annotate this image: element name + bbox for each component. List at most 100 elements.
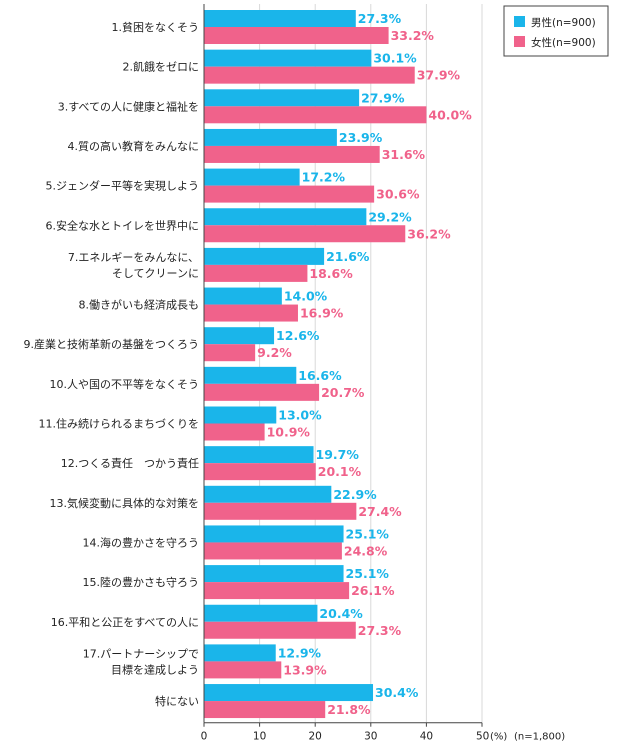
x-tick-label: 20: [309, 731, 322, 743]
x-tick-label: 50: [476, 731, 489, 743]
value-label: 23.9%: [339, 130, 383, 145]
bar-male: [204, 327, 275, 345]
bar-female: [204, 542, 342, 560]
value-label: 26.1%: [351, 583, 395, 598]
bar-female: [204, 264, 308, 282]
category-label: 4.質の高い教育をみんなに: [68, 139, 200, 153]
category-label: 15.陸の豊かさも守ろう: [83, 575, 200, 589]
bar-female: [204, 27, 389, 44]
bar-male: [204, 49, 372, 67]
x-tick-label: 40: [420, 731, 433, 743]
category-label: 11.住み続けられるまちづくりを: [39, 417, 200, 431]
category-label: 3.すべての人に健康と福祉を: [58, 99, 199, 113]
grid: [259, 4, 483, 723]
category-label: 7.エネルギーをみんなに、: [68, 251, 199, 264]
legend-box: [503, 5, 609, 57]
x-tick-label: 10: [253, 731, 266, 743]
value-label: 10.9%: [267, 425, 311, 440]
bar-female: [204, 304, 298, 322]
bar-male: [204, 287, 282, 305]
bar-male: [204, 128, 337, 146]
bar-female: [204, 701, 326, 719]
value-label: 13.0%: [278, 408, 322, 423]
value-label: 21.8%: [327, 702, 371, 717]
bar-female: [204, 185, 375, 203]
value-label: 9.2%: [257, 345, 292, 360]
value-label: 12.9%: [278, 645, 322, 660]
value-label: 36.2%: [407, 226, 451, 241]
category-label: 10.人や国の不平等をなくそう: [50, 377, 200, 391]
value-label: 13.9%: [283, 662, 327, 677]
bar-male: [204, 168, 300, 186]
bar-male: [204, 89, 360, 107]
value-label: 19.7%: [316, 447, 360, 462]
category-label: 目標を達成しよう: [111, 662, 199, 676]
category-label: 9.産業と技術革新の基盤をつくろう: [24, 337, 200, 351]
bar-female: [204, 145, 380, 163]
value-label: 30.4%: [375, 685, 419, 700]
bar-female: [204, 661, 282, 679]
x-unit-label: (%): [490, 732, 507, 743]
value-label: 31.6%: [382, 147, 426, 162]
value-label: 25.1%: [346, 566, 390, 581]
bar-male: [204, 684, 374, 702]
bar-male: [204, 247, 325, 265]
bar-male: [204, 406, 277, 424]
category-label: 13.気候変動に具体的な対策を: [50, 496, 200, 510]
category-label: 2.飢餓をゼロに: [123, 60, 200, 74]
bar-female: [204, 225, 406, 243]
value-label: 16.6%: [298, 368, 342, 383]
bar-male: [204, 644, 276, 662]
bar-male: [204, 485, 332, 503]
category-label: 12.つくる責任 つかう責任: [61, 456, 199, 470]
x-axis: 0 10 20 30 40 50 (%) (n=1,800): [201, 4, 565, 743]
legend-swatch: [514, 36, 525, 47]
bar-male: [204, 604, 318, 622]
category-label: 1.貧困をなくそう: [112, 21, 200, 34]
value-label: 29.2%: [368, 209, 412, 224]
value-label: 27.3%: [358, 11, 402, 26]
bar-female: [204, 582, 350, 600]
category-label: そしてクリーンに: [112, 267, 199, 280]
value-label: 37.9%: [417, 68, 461, 83]
bar-female: [204, 463, 316, 481]
bar-male: [204, 208, 367, 226]
category-label: 8.働きがいも経済成長も: [79, 298, 200, 312]
value-label: 24.8%: [344, 543, 388, 558]
value-label: 25.1%: [346, 526, 390, 541]
value-label: 27.4%: [358, 504, 402, 519]
value-label: 20.7%: [321, 385, 365, 400]
value-label: 20.4%: [319, 606, 363, 621]
bar-male: [204, 10, 356, 27]
legend-label: 女性(n=900): [531, 36, 596, 49]
category-label: 17.パートナーシップで: [83, 647, 199, 660]
value-label: 33.2%: [391, 28, 435, 43]
bar-female: [204, 106, 427, 124]
category-labels: 1.貧困をなくそう 2.飢餓をゼロに 3.すべての人に健康と福祉を 4.質の高い教育を…: [24, 21, 200, 708]
category-label: 6.安全な水とトイレを世界中に: [46, 218, 200, 232]
x-tick-label: 0: [201, 731, 208, 743]
value-label: 27.3%: [358, 623, 402, 638]
legend: 男性(n=900) 女性(n=900): [503, 5, 609, 57]
bar-male: [204, 565, 344, 583]
bar-male: [204, 446, 314, 464]
bar-female: [204, 66, 415, 84]
category-label: 14.海の豊かさを守ろう: [83, 535, 200, 549]
value-label: 16.9%: [300, 306, 344, 321]
bar-female: [204, 423, 265, 441]
sample-note: (n=1,800): [514, 732, 565, 743]
bar-female: [204, 383, 320, 401]
bar-male: [204, 366, 297, 384]
value-label: 40.0%: [428, 107, 472, 122]
value-label: 20.1%: [318, 464, 362, 479]
value-label: 14.0%: [284, 289, 328, 304]
value-label: 30.6%: [376, 187, 420, 202]
legend-swatch: [514, 16, 525, 27]
value-label: 12.6%: [276, 328, 320, 343]
legend-label: 男性(n=900): [531, 16, 596, 29]
bar-female: [204, 502, 357, 520]
bars: 27.3% 33.2% 30.1%37.9% 27.9% 40.0% 23.9% 31.6%…: [204, 10, 472, 719]
value-label: 21.6%: [326, 249, 370, 264]
bar-male: [204, 525, 344, 543]
